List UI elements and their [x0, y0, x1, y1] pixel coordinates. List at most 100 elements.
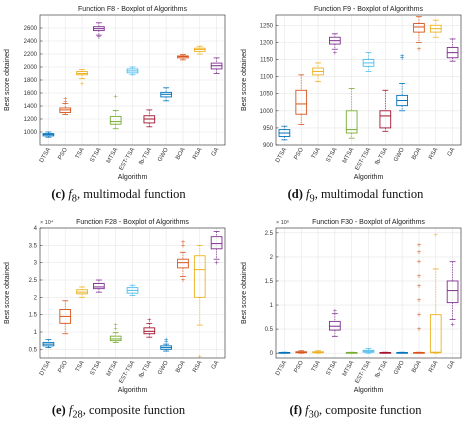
- x-tick-label: MTSA: [106, 360, 120, 377]
- x-tick-label: fb-TSA: [375, 147, 390, 166]
- box-MTSA: [345, 88, 358, 139]
- x-tick-label: PSO: [293, 147, 305, 161]
- x-tick-label: TSA: [75, 360, 86, 373]
- y-tick-label: 0: [270, 351, 274, 357]
- outlier-marker: +: [416, 259, 421, 266]
- x-tick-label: GA: [211, 360, 221, 371]
- y-exponent: × 10⁶: [276, 219, 289, 226]
- chart-title: Function F30 - Boxplot of Algorithms: [312, 219, 425, 226]
- box-iqr: [446, 280, 459, 304]
- box-BOA: +++: [177, 239, 189, 284]
- y-tick-label: 1: [34, 330, 38, 336]
- box-BOA: [177, 54, 189, 61]
- x-tick-label: fb-TSA: [375, 360, 390, 379]
- y-tick-label: 2.5: [265, 231, 274, 237]
- outlier-marker: +: [450, 321, 455, 328]
- box-STSA: +: [93, 22, 105, 41]
- box-iqr: [109, 115, 122, 125]
- outlier-marker: +: [180, 242, 185, 249]
- x-tick-label: RSA: [192, 147, 203, 161]
- x-tick-label: TSA: [311, 147, 322, 160]
- y-tick-label: 4: [34, 226, 38, 232]
- box-fb-TSA: [379, 351, 392, 354]
- x-tick-label: STSA: [90, 360, 103, 377]
- chart-title: Function F9 - Boxplot of Algorithms: [314, 6, 423, 13]
- y-tick-label: 2200: [24, 52, 38, 58]
- box-EST-TSA: [126, 284, 139, 297]
- outlier-marker: +: [433, 232, 438, 239]
- y-tick-label: 1.5: [29, 313, 38, 319]
- outlier-marker: +: [164, 339, 169, 346]
- box-iqr: [210, 236, 223, 250]
- outlier-marker: +: [96, 34, 101, 41]
- box-DTSA: [278, 125, 291, 141]
- box-BOA: ++++++++: [413, 242, 425, 354]
- box-MTSA: ++: [109, 322, 122, 343]
- y-tick-label: 2: [270, 255, 274, 261]
- outlier-marker: +: [80, 80, 85, 87]
- y-tick-label: 1100: [260, 75, 274, 81]
- x-tick-label: PSO: [57, 147, 69, 161]
- x-tick-label: DTSA: [39, 147, 52, 164]
- x-tick-label: MTSA: [342, 360, 356, 377]
- axes-frame: [275, 14, 462, 146]
- x-tick-label: DTSA: [275, 147, 288, 164]
- x-tick-label: EST-TSA: [119, 147, 137, 172]
- box-PSO: [59, 300, 72, 335]
- box-fb-TSA: [379, 89, 392, 132]
- box-PSO: [295, 350, 308, 354]
- outlier-marker: +: [416, 249, 421, 256]
- y-tick-label: 3.5: [29, 243, 38, 249]
- outlier-marker: +: [214, 260, 219, 267]
- box-TSA: [312, 350, 324, 354]
- box-GWO: [396, 351, 408, 354]
- box-GA: [446, 38, 459, 62]
- y-tick-label: 1: [270, 303, 274, 309]
- outlier-marker: +: [113, 93, 118, 100]
- x-tick-label: BOA: [175, 147, 187, 161]
- y-tick-label: 1000: [260, 109, 274, 115]
- box-EST-TSA: [362, 52, 375, 72]
- x-tick-label: RSA: [428, 147, 439, 161]
- box-TSA: [312, 62, 324, 83]
- caption-e: (e) f28, composite function: [51, 403, 186, 421]
- outlier-marker: +: [416, 283, 421, 290]
- y-exponent: × 10⁴: [40, 219, 54, 226]
- x-tick-label: RSA: [428, 360, 439, 374]
- x-tick-label: TSA: [75, 147, 86, 160]
- axes-frame: [275, 227, 462, 359]
- outlier-marker: +: [197, 353, 202, 360]
- box-iqr: [177, 258, 189, 269]
- outlier-marker: +: [416, 242, 421, 249]
- y-axis-label: Best score obtained: [241, 49, 248, 111]
- box-RSA: +: [429, 232, 442, 354]
- box-fb-TSA: +: [143, 317, 156, 338]
- box-BOA: +: [413, 16, 425, 53]
- y-tick-label: 0.5: [29, 347, 38, 353]
- box-STSA: +: [329, 308, 341, 337]
- outlier-marker: +: [147, 317, 152, 324]
- y-tick-label: 1150: [260, 57, 274, 63]
- box-EST-TSA: [126, 66, 139, 76]
- box-GWO: ++: [160, 337, 172, 352]
- y-tick-label: 2600: [24, 26, 38, 32]
- box-TSA: [76, 286, 88, 298]
- x-tick-label: PSO: [57, 360, 69, 374]
- box-RSA: +: [193, 244, 206, 360]
- box-TSA: +: [76, 69, 88, 87]
- box-iqr: [93, 283, 105, 290]
- box-iqr: [143, 327, 156, 335]
- box-GWO: ++: [396, 53, 408, 112]
- x-tick-label: PSO: [293, 360, 305, 374]
- caption-d: (d) f9, multimodal function: [287, 187, 424, 205]
- box-RSA: [193, 45, 206, 55]
- x-tick-label: BOA: [411, 360, 423, 374]
- x-tick-label: GWO: [393, 147, 406, 163]
- axes-frame: [39, 227, 226, 359]
- x-tick-label: GA: [447, 360, 457, 371]
- y-tick-label: 1200: [260, 40, 274, 46]
- x-tick-label: EST-TSA: [355, 360, 373, 385]
- box-STSA: +: [329, 33, 341, 57]
- x-tick-label: DTSA: [275, 360, 288, 377]
